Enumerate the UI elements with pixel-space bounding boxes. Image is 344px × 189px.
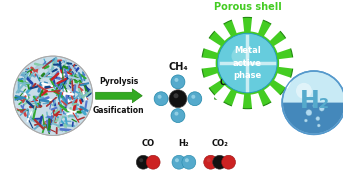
Circle shape xyxy=(171,75,185,89)
Circle shape xyxy=(146,155,160,169)
Wedge shape xyxy=(202,73,221,89)
FancyArrow shape xyxy=(96,89,142,103)
Text: H₂: H₂ xyxy=(179,139,189,148)
Circle shape xyxy=(282,71,344,134)
Wedge shape xyxy=(279,57,295,69)
Wedge shape xyxy=(283,103,344,133)
Circle shape xyxy=(173,93,179,98)
Circle shape xyxy=(139,158,143,162)
Circle shape xyxy=(319,106,324,111)
Wedge shape xyxy=(274,37,292,53)
Circle shape xyxy=(232,47,249,65)
Wedge shape xyxy=(231,16,244,33)
Circle shape xyxy=(174,112,179,116)
Wedge shape xyxy=(283,72,344,103)
Circle shape xyxy=(13,56,93,136)
Text: Pyrolysis: Pyrolysis xyxy=(99,77,139,86)
Text: H₂: H₂ xyxy=(300,89,330,113)
Circle shape xyxy=(172,155,186,169)
Circle shape xyxy=(154,92,168,106)
Circle shape xyxy=(317,124,320,127)
Text: Catalyst: Catalyst xyxy=(219,78,255,87)
Wedge shape xyxy=(264,22,281,41)
Text: CO₂: CO₂ xyxy=(211,139,228,148)
Text: Porous shell: Porous shell xyxy=(214,2,281,12)
Circle shape xyxy=(174,78,179,82)
Wedge shape xyxy=(264,85,281,104)
Circle shape xyxy=(182,155,196,169)
Text: CH₄: CH₄ xyxy=(168,62,188,72)
Wedge shape xyxy=(251,93,264,110)
Circle shape xyxy=(191,95,195,99)
Wedge shape xyxy=(274,73,292,89)
Wedge shape xyxy=(213,85,231,104)
Circle shape xyxy=(188,92,202,106)
Circle shape xyxy=(136,155,150,169)
Circle shape xyxy=(296,83,312,99)
Circle shape xyxy=(202,17,293,109)
Wedge shape xyxy=(200,57,216,69)
Wedge shape xyxy=(231,93,244,110)
Text: Metal
active
phase: Metal active phase xyxy=(233,46,262,80)
Wedge shape xyxy=(251,16,264,33)
FancyArrow shape xyxy=(215,89,259,103)
Circle shape xyxy=(204,155,218,169)
Circle shape xyxy=(304,119,308,122)
Circle shape xyxy=(158,95,162,99)
Wedge shape xyxy=(213,22,231,41)
Circle shape xyxy=(306,110,312,116)
Circle shape xyxy=(185,158,189,162)
Text: CO: CO xyxy=(142,139,155,148)
Circle shape xyxy=(218,33,277,93)
Wedge shape xyxy=(202,37,221,53)
Circle shape xyxy=(171,109,185,122)
Circle shape xyxy=(313,104,317,108)
Text: Gasification: Gasification xyxy=(93,106,145,115)
Circle shape xyxy=(213,155,227,169)
Circle shape xyxy=(316,117,320,121)
Circle shape xyxy=(175,158,179,162)
Circle shape xyxy=(207,158,211,162)
Circle shape xyxy=(169,90,187,108)
Circle shape xyxy=(222,155,236,169)
